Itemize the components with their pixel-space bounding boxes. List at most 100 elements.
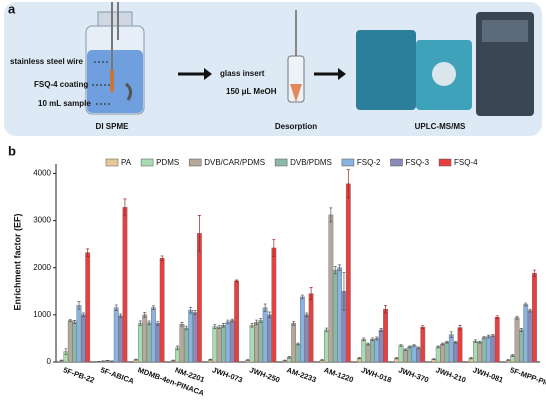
error-bar [342, 272, 346, 311]
error-bar [77, 301, 81, 310]
error-bar [346, 169, 350, 199]
glass-insert [287, 10, 305, 103]
error-bar [441, 342, 445, 346]
x-tick-label: AM-2233 [285, 365, 317, 384]
chart: 0 1000 2000 3000 4000 PA PDMS DVB/CAR/PDMS DVB/P… [33, 158, 546, 398]
error-bar [408, 345, 412, 349]
y-tick-label: 4000 [33, 169, 51, 178]
error-bar [511, 354, 515, 357]
bar [453, 342, 459, 363]
error-bar [226, 319, 230, 325]
bar [328, 214, 334, 363]
y-tick-label: 0 [47, 357, 52, 366]
bar [374, 338, 380, 363]
error-bar [487, 334, 491, 339]
error-bar [171, 359, 175, 362]
error-bar [296, 342, 300, 346]
x-tick-label: 5F-PB-22 [62, 365, 96, 385]
legend-label: DVB/CAR/PDMS [204, 158, 265, 167]
error-bar [399, 344, 403, 347]
bar [304, 314, 310, 363]
error-bar [458, 324, 462, 331]
bar [486, 336, 491, 363]
error-bar [86, 248, 90, 257]
error-bar [300, 294, 304, 300]
error-bar [283, 359, 287, 362]
error-bar [222, 322, 226, 328]
bar [271, 247, 277, 363]
legend-swatch [105, 158, 119, 167]
bar [72, 321, 77, 363]
legend-label: FSQ-3 [405, 158, 429, 167]
error-bar [403, 348, 407, 352]
bar [197, 233, 202, 363]
legend-swatch [341, 158, 355, 167]
bar [398, 345, 404, 363]
bar [295, 343, 301, 363]
bar [225, 321, 231, 363]
error-bar [432, 358, 436, 360]
error-bar [454, 340, 458, 344]
y-tick-label: 2000 [33, 263, 51, 272]
error-bar [208, 358, 212, 361]
annotation: 10 mL sample [38, 99, 91, 108]
bar [519, 329, 524, 363]
bar [532, 273, 537, 363]
error-bar [259, 318, 263, 323]
error-bar [515, 315, 519, 320]
bar [258, 320, 264, 363]
error-bar [246, 359, 250, 361]
legend-swatch [438, 158, 452, 167]
error-bar [416, 346, 420, 350]
bar [146, 322, 152, 363]
error-bar [272, 239, 276, 257]
bar [481, 337, 487, 363]
error-bar [60, 359, 64, 362]
bar [183, 327, 189, 363]
error-bar [305, 312, 309, 318]
bar [142, 314, 148, 363]
bar [308, 293, 314, 363]
error-bar [292, 321, 296, 326]
annotation: stainless steel wire [10, 57, 83, 66]
bar [361, 339, 367, 363]
error-bar [81, 312, 85, 318]
legend-swatch [140, 158, 154, 167]
legend-swatch [274, 158, 288, 167]
bar [448, 334, 454, 363]
y-axis-title: Enrichment factor (EF) [12, 213, 22, 310]
error-bar [366, 342, 370, 346]
bar [490, 335, 496, 363]
bar [523, 304, 529, 363]
error-bar [473, 339, 477, 344]
error-bar [338, 264, 342, 271]
error-bar [329, 207, 333, 223]
error-bar [147, 320, 151, 326]
arrow-head [204, 68, 212, 80]
error-bar [482, 336, 486, 339]
annotation: glass insert [220, 69, 265, 78]
error-bar [469, 357, 473, 360]
error-bar [119, 313, 123, 319]
error-bar [213, 324, 217, 329]
bar [188, 309, 194, 363]
bar [137, 323, 143, 363]
bar [416, 347, 421, 363]
error-bar [151, 305, 155, 311]
error-bar [375, 336, 379, 341]
legend-swatch [188, 158, 202, 167]
error-bar [506, 359, 510, 361]
bar [337, 267, 342, 363]
bar [113, 307, 119, 363]
bar [383, 309, 388, 363]
bar [407, 346, 413, 363]
error-bar [412, 344, 416, 347]
x-tick-label: 5F-MPP-PICA [509, 365, 546, 390]
x-tick-label: JWH-250 [248, 365, 281, 384]
bar [291, 323, 297, 363]
error-bar [134, 358, 138, 361]
error-bar [325, 327, 329, 333]
error-bar [320, 359, 324, 361]
step-label: UPLC-MS/MS [415, 122, 466, 131]
bar [80, 314, 86, 363]
